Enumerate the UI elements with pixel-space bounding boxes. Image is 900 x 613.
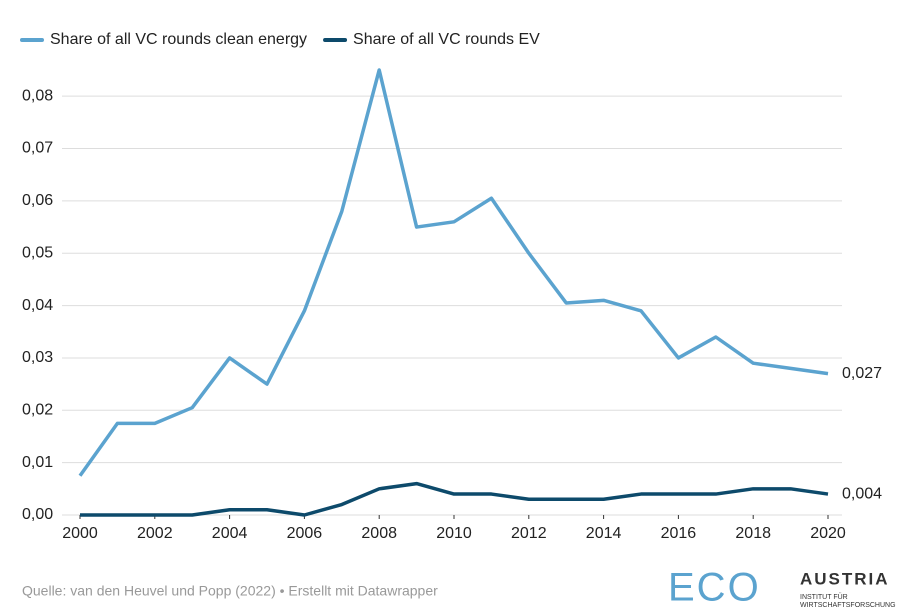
series-line: [80, 481, 829, 517]
logo-name: AUSTRIA: [800, 569, 890, 588]
y-tick-label: 0,03: [22, 349, 53, 366]
x-tick-label: 2012: [511, 525, 547, 542]
y-tick-label: 0,01: [22, 454, 53, 471]
x-tick-label: 2018: [735, 525, 771, 542]
y-tick-label: 0,02: [22, 402, 53, 419]
x-tick-label: 2002: [137, 525, 173, 542]
x-tick-label: 2010: [436, 525, 472, 542]
legend-label: Share of all VC rounds EV: [353, 31, 540, 48]
x-tick-label: 2020: [810, 525, 846, 542]
x-tick-label: 2006: [287, 525, 323, 542]
x-tick-label: 2016: [661, 525, 697, 542]
x-tick-label: 2000: [62, 525, 98, 542]
y-tick-label: 0,08: [22, 87, 53, 104]
value-label: 0,004: [842, 485, 882, 502]
y-tick-label: 0,04: [22, 297, 53, 314]
source: Quelle: van den Heuvel und Popp (2022) •…: [22, 583, 438, 599]
legend-label: Share of all VC rounds clean energy: [50, 31, 307, 48]
logo-mark: ECO: [668, 566, 761, 610]
y-tick-label: 0,06: [22, 192, 53, 209]
y-tick-label: 0,05: [22, 244, 53, 261]
y-tick-label: 0,00: [22, 506, 53, 523]
y-tick-label: 0,07: [22, 140, 53, 157]
value-label: 0,027: [842, 365, 882, 382]
logo-line: WIRTSCHAFTSFORSCHUNG: [800, 602, 896, 609]
logo-line: INSTITUT FÜR: [800, 593, 848, 601]
series-line: [78, 68, 829, 477]
x-tick-label: 2014: [586, 525, 622, 542]
x-tick-label: 2004: [212, 525, 248, 542]
x-tick-label: 2008: [361, 525, 397, 542]
